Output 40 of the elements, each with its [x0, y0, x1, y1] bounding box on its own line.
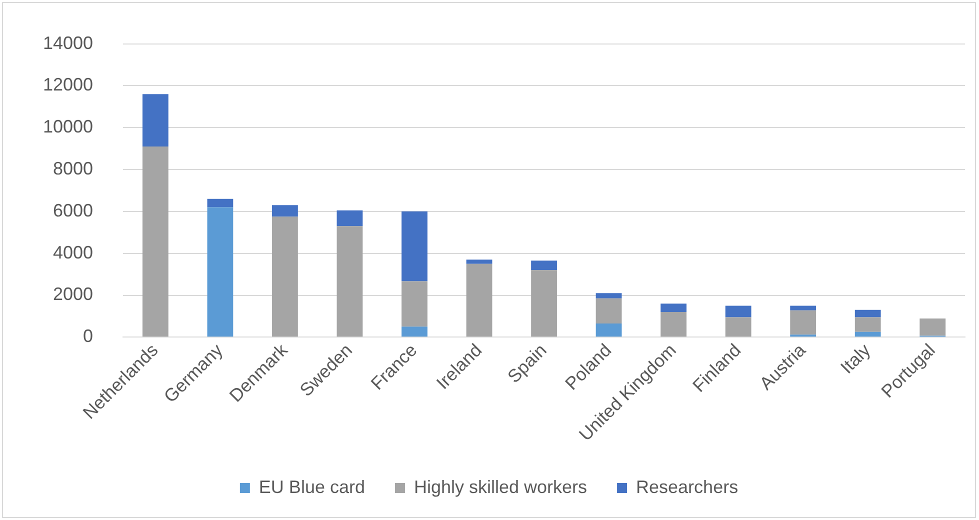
bar — [854, 332, 881, 337]
bar — [920, 318, 946, 336]
bar — [854, 310, 881, 318]
legend-label: Researchers — [636, 476, 738, 497]
bar — [725, 306, 752, 318]
y-tick-label: 2000 — [53, 284, 94, 304]
bar — [725, 317, 752, 337]
y-tick-label: 0 — [83, 326, 94, 346]
bar — [531, 270, 557, 337]
bar — [596, 293, 622, 298]
bar — [336, 210, 363, 226]
y-tick-label: 4000 — [53, 242, 94, 262]
y-tick-label: 12000 — [42, 74, 94, 95]
bar — [531, 260, 557, 270]
bar — [596, 298, 622, 324]
y-tick-label: 6000 — [53, 200, 94, 220]
bar — [660, 304, 687, 312]
bar — [272, 216, 298, 337]
bar — [466, 260, 492, 264]
bar — [402, 326, 428, 337]
bar — [272, 205, 298, 217]
bar — [466, 264, 492, 337]
bar — [402, 281, 428, 327]
bar — [596, 324, 622, 337]
x-tick-label: Italy — [836, 340, 874, 378]
bar — [790, 310, 816, 335]
legend-label: EU Blue card — [258, 476, 365, 497]
y-tick-label: 10000 — [42, 116, 94, 137]
bar — [402, 211, 428, 282]
bar — [207, 198, 234, 208]
bar — [854, 317, 881, 332]
y-tick-label: 14000 — [42, 32, 94, 53]
bar — [207, 207, 234, 337]
bar — [790, 306, 816, 310]
legend-label: Highly skilled workers — [414, 476, 588, 497]
bar — [142, 94, 168, 146]
bar — [660, 312, 687, 337]
bar — [142, 146, 168, 337]
y-tick-label: 8000 — [53, 158, 94, 178]
bar — [336, 226, 363, 337]
